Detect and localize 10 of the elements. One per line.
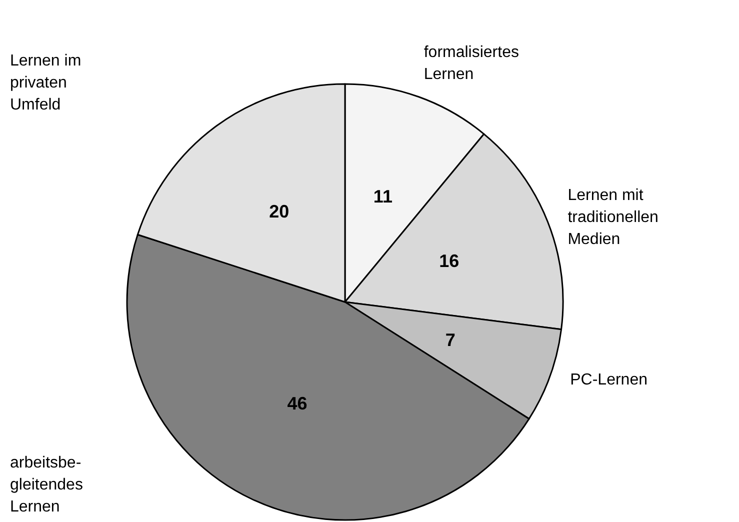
slice-label: arbeitsbe- gleitendes Lernen <box>10 454 83 516</box>
data-label: 11 <box>373 186 392 207</box>
data-label: 46 <box>287 393 308 414</box>
data-label: 20 <box>269 201 290 222</box>
slice-label: Lernen im privaten Umfeld <box>10 52 82 114</box>
data-label: 7 <box>445 330 456 350</box>
slice-label: formalisiertes Lernen <box>424 44 519 84</box>
data-label: 16 <box>439 250 460 271</box>
slice-label: Lernen mit traditionellen Medien <box>568 186 658 248</box>
slice-label: PC-Lernen <box>570 371 648 388</box>
